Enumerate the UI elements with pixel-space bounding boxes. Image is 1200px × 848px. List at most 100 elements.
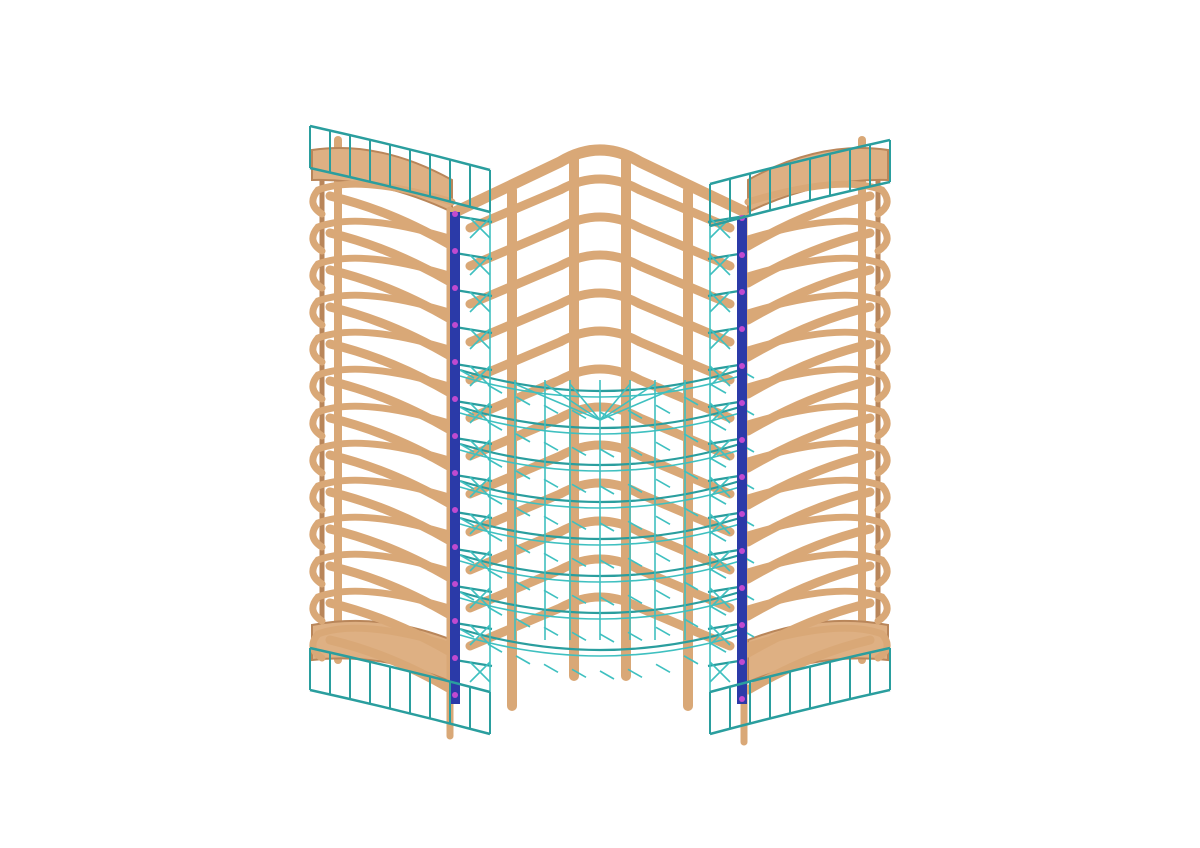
steel-node [452, 211, 458, 217]
timber-floor-ring [744, 439, 891, 477]
timber-beam [465, 364, 735, 423]
timber-floor-ring [309, 217, 456, 255]
truss-web [599, 522, 615, 532]
truss-web [655, 589, 671, 599]
side-truss-web [469, 661, 491, 683]
truss-web [543, 441, 559, 451]
timber-beam [465, 212, 735, 271]
truss-web [683, 433, 699, 443]
side-truss-chord [454, 510, 493, 520]
truss-web [515, 581, 531, 591]
steel-node [739, 585, 745, 591]
truss-web [515, 507, 531, 517]
truss-web [543, 552, 559, 562]
timber-floor-ring [309, 291, 456, 329]
side-truss-web [709, 402, 731, 424]
steel-node [452, 322, 458, 328]
side-truss-chord [454, 325, 493, 335]
steel-node [739, 252, 745, 258]
roof-and-base-trusses [309, 124, 891, 736]
truss-web [571, 557, 587, 568]
truss-web [655, 552, 671, 562]
steel-truss-side-frames [454, 210, 746, 728]
steel-column-left [450, 212, 460, 704]
side-truss-chord [454, 658, 493, 668]
steel-node [452, 618, 458, 624]
timber-floor-ring [309, 476, 456, 514]
truss-web [683, 470, 699, 480]
truss-web [627, 668, 643, 679]
timber-beam [465, 174, 735, 233]
side-truss-web [469, 402, 491, 424]
side-truss-web [709, 587, 731, 609]
side-truss-web [709, 476, 731, 498]
base-truss-left-chord [309, 646, 491, 694]
side-truss-web [709, 624, 731, 646]
truss-web [655, 663, 671, 673]
truss-web [515, 396, 531, 406]
truss-web [459, 406, 475, 416]
steel-node [739, 326, 745, 332]
timber-floor-ring [744, 513, 891, 551]
truss-web [543, 515, 559, 525]
roof-truss-right-chord [709, 180, 891, 228]
timber-floor-ring [744, 587, 891, 625]
timber-floor-ring [309, 402, 456, 440]
truss-web [459, 628, 475, 638]
timber-floor-ring [744, 254, 891, 292]
timber-beam [465, 326, 735, 385]
timber-floor-ring [309, 328, 456, 366]
side-truss-chord [454, 436, 493, 446]
timber-diagonal [743, 635, 875, 695]
truss-web [459, 517, 475, 527]
steel-node [452, 470, 458, 476]
timber-beam [465, 250, 735, 309]
timber-floor-ring [309, 513, 456, 551]
truss-web [543, 478, 559, 488]
timber-floor-ring [309, 365, 456, 403]
truss-web [655, 515, 671, 525]
truss-web [599, 448, 615, 458]
truss-web [571, 631, 587, 642]
side-truss-chord [454, 473, 493, 483]
truss-web [683, 655, 699, 665]
truss-web [571, 409, 587, 420]
side-truss-web [469, 587, 491, 609]
steel-node [739, 363, 745, 369]
steel-node [739, 622, 745, 628]
timber-floor-ring [744, 217, 891, 255]
side-truss-web [709, 217, 731, 239]
truss-web [543, 404, 559, 414]
steel-node [739, 696, 745, 702]
truss-web [599, 559, 615, 569]
truss-web [683, 581, 699, 591]
steel-node [739, 659, 745, 665]
timber-floor-ring [309, 254, 456, 292]
timber-ridge [449, 144, 751, 218]
base-truss-left-chord [309, 688, 491, 736]
steel-node [739, 400, 745, 406]
truss-web [683, 618, 699, 628]
steel-columns [450, 211, 747, 704]
side-truss-web [709, 550, 731, 572]
truss-web [459, 480, 475, 490]
side-truss-web [469, 254, 491, 276]
truss-web [515, 618, 531, 628]
truss-web [711, 384, 727, 394]
base-truss-right-chord [709, 688, 891, 736]
steel-node [452, 544, 458, 550]
truss-radial [599, 383, 656, 421]
steel-node [452, 359, 458, 365]
timber-diagonal [325, 635, 457, 695]
side-truss-web [469, 550, 491, 572]
truss-web [683, 396, 699, 406]
truss-chord [459, 634, 741, 657]
truss-web [655, 626, 671, 636]
truss-web [655, 478, 671, 488]
side-truss-web [709, 365, 731, 387]
side-truss-web [709, 254, 731, 276]
timber-floor-ring [744, 328, 891, 366]
side-truss-chord [454, 214, 493, 224]
truss-web [711, 532, 727, 542]
